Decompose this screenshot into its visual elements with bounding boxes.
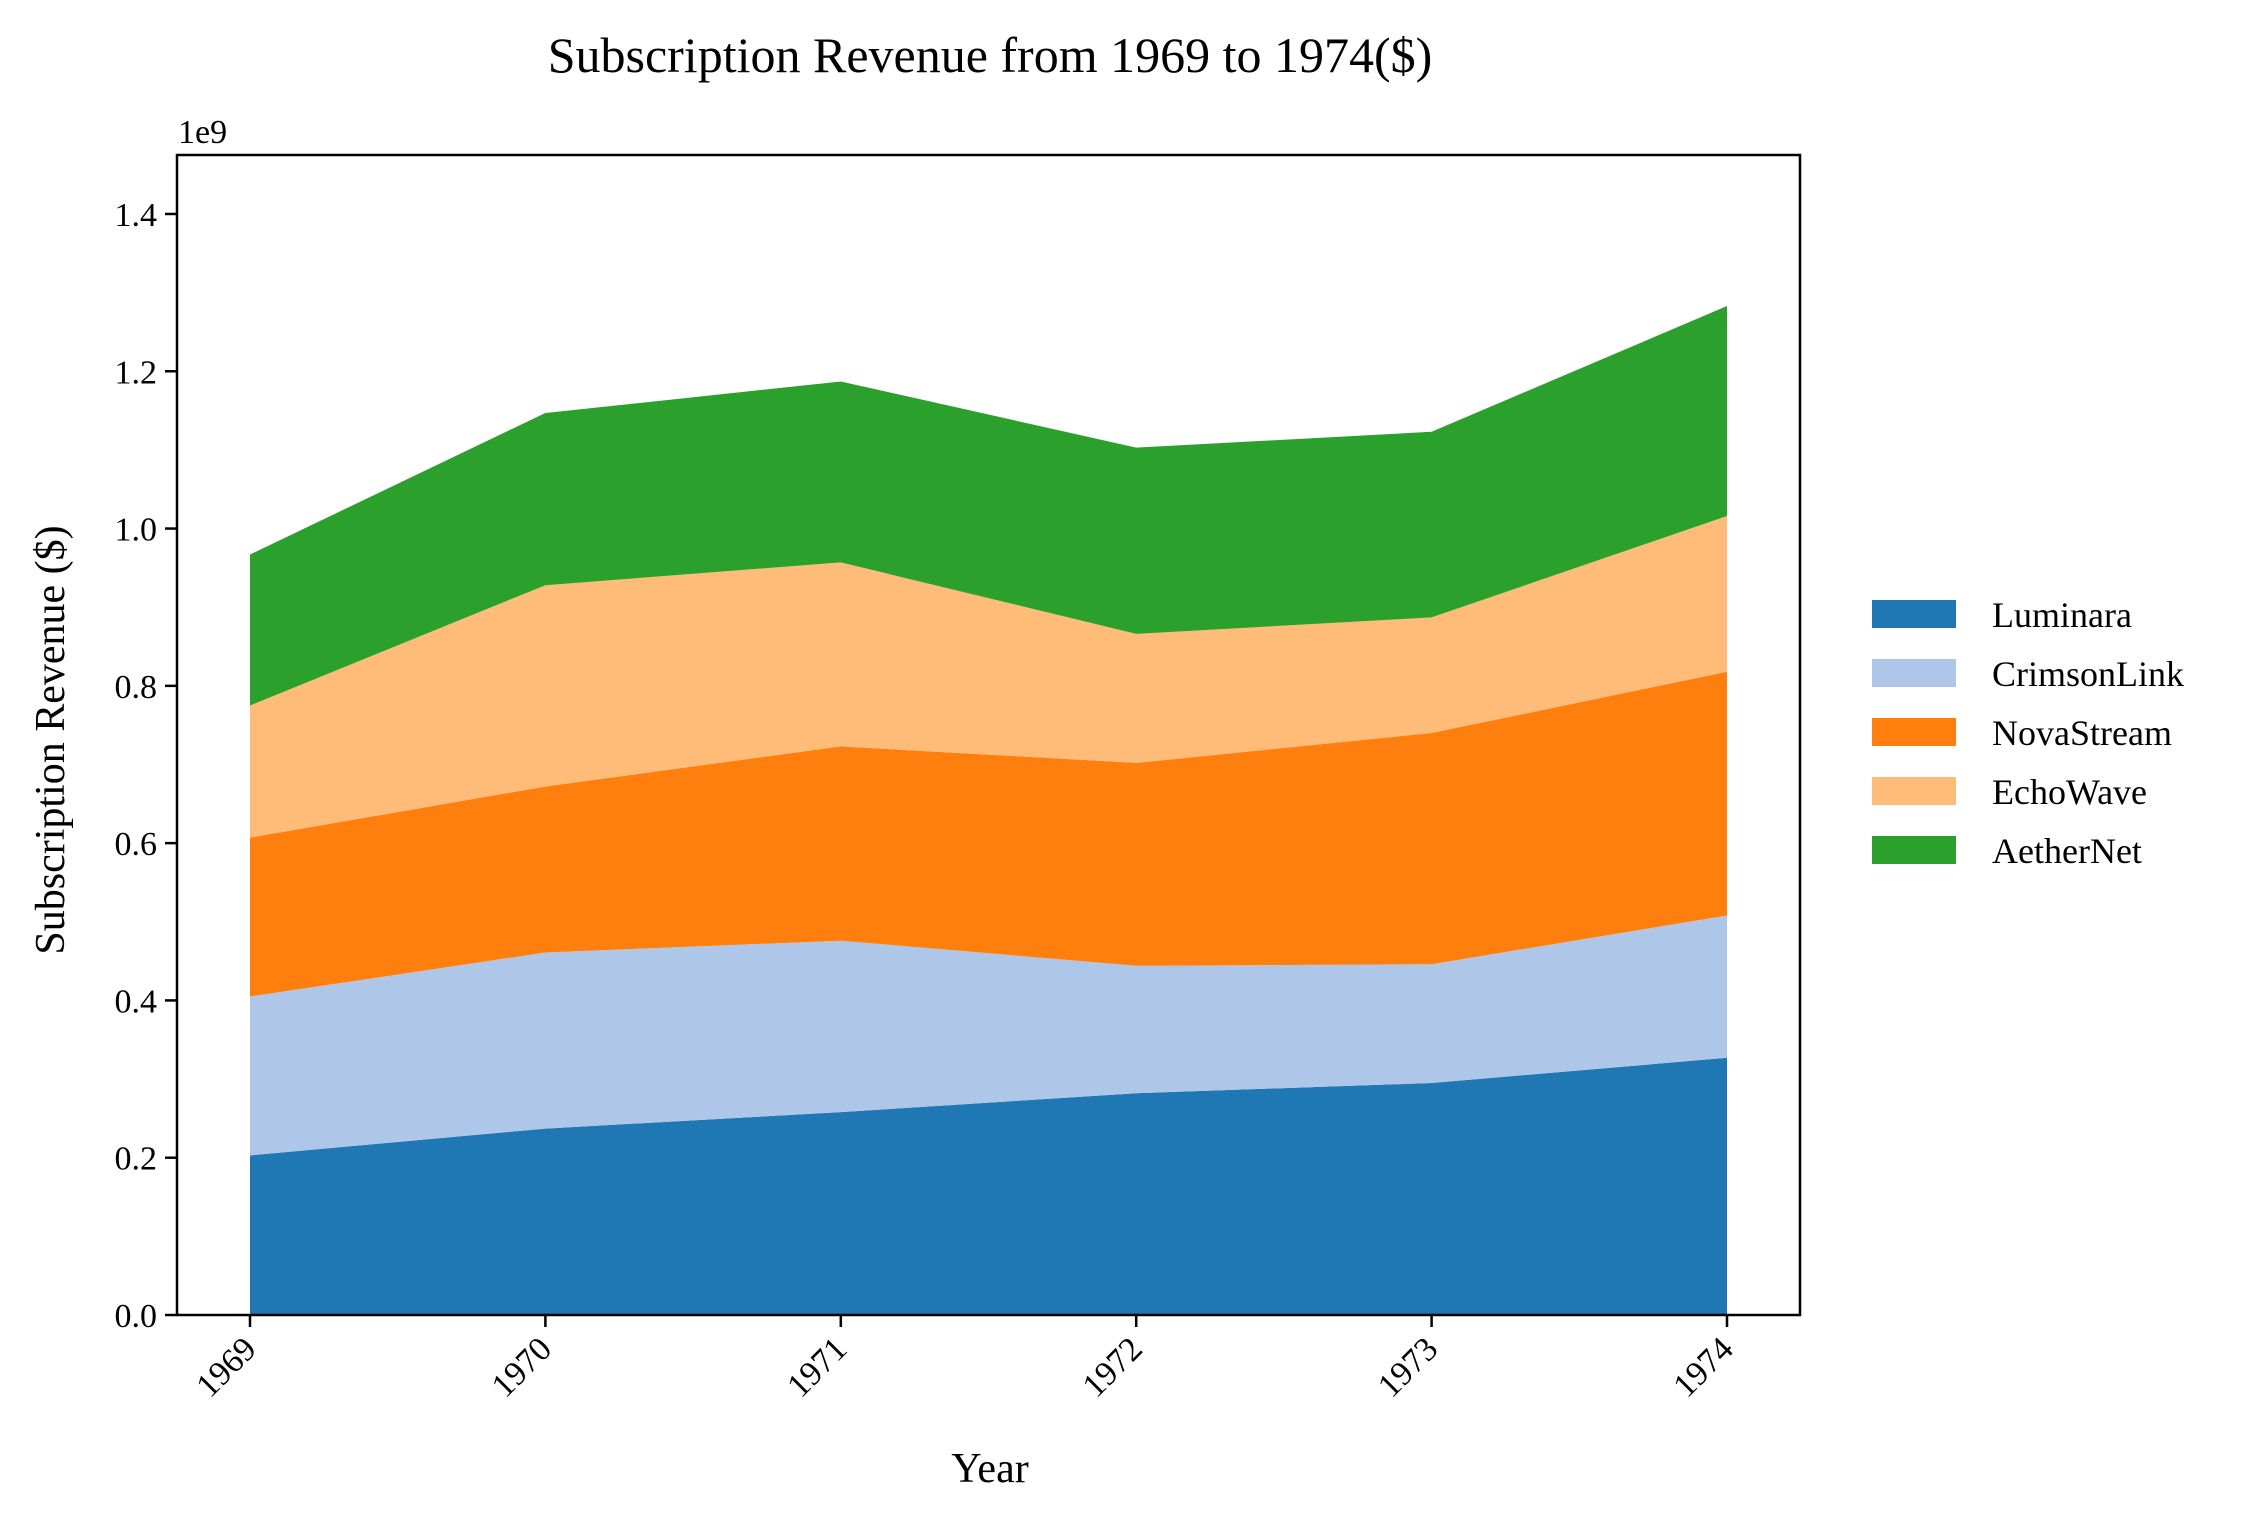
plot-frame xyxy=(175,153,1802,1317)
legend-label: NovaStream xyxy=(1992,713,2172,753)
x-tick-label: 1971 xyxy=(780,1330,854,1404)
y-tick-label: 0.4 xyxy=(115,983,158,1020)
legend-item-novastream: NovaStream xyxy=(1872,713,2172,753)
y-tick-label: 0.6 xyxy=(115,826,158,863)
y-tick-label: 1.0 xyxy=(115,512,158,549)
chart-title: Subscription Revenue from 1969 to 1974($… xyxy=(548,27,1433,83)
legend-swatch xyxy=(1872,600,1956,628)
x-ticks: 1969 1970 1971 1972 1973 1974 xyxy=(189,1315,1741,1405)
legend-label: EchoWave xyxy=(1992,772,2147,812)
area-crimsonlink xyxy=(250,915,1727,1156)
y-axis-label: Subscription Revenue ($) xyxy=(28,525,74,954)
y-tick-label: 0.8 xyxy=(115,669,158,706)
legend-swatch xyxy=(1872,777,1956,805)
legend: Luminara CrimsonLink NovaStream EchoWave Aet… xyxy=(1872,595,2184,871)
y-tick-label: 1.4 xyxy=(115,197,158,234)
legend-label: Luminara xyxy=(1992,595,2132,635)
area-aethernet xyxy=(250,306,1727,706)
area-novastream xyxy=(250,671,1727,997)
legend-swatch xyxy=(1872,836,1956,864)
area-luminara xyxy=(250,1057,1727,1315)
legend-item-crimsonlink: CrimsonLink xyxy=(1872,654,2184,694)
legend-item-echowave: EchoWave xyxy=(1872,772,2147,812)
y-ticks: 0.0 0.2 0.4 0.6 0.8 1.0 1.2 1.4 xyxy=(115,197,177,1335)
legend-label: AetherNet xyxy=(1992,831,2142,871)
areas-layer xyxy=(250,306,1727,1315)
x-tick-label: 1970 xyxy=(485,1330,559,1404)
x-tick-label: 1973 xyxy=(1371,1330,1445,1404)
legend-label: CrimsonLink xyxy=(1992,654,2184,694)
x-tick-label: 1974 xyxy=(1666,1330,1740,1404)
x-axis-label: Year xyxy=(951,1446,1028,1492)
x-tick-label: 1969 xyxy=(189,1330,263,1404)
legend-swatch xyxy=(1872,718,1956,746)
y-tick-label: 0.0 xyxy=(115,1298,158,1335)
area-echowave xyxy=(250,516,1727,838)
y-tick-label: 0.2 xyxy=(115,1141,158,1178)
y-tick-label: 1.2 xyxy=(115,354,158,391)
legend-swatch xyxy=(1872,659,1956,687)
legend-item-aethernet: AetherNet xyxy=(1872,831,2142,871)
x-tick-label: 1972 xyxy=(1076,1330,1150,1404)
y-axis-offset-label: 1e9 xyxy=(178,114,227,151)
legend-item-luminara: Luminara xyxy=(1872,595,2132,635)
